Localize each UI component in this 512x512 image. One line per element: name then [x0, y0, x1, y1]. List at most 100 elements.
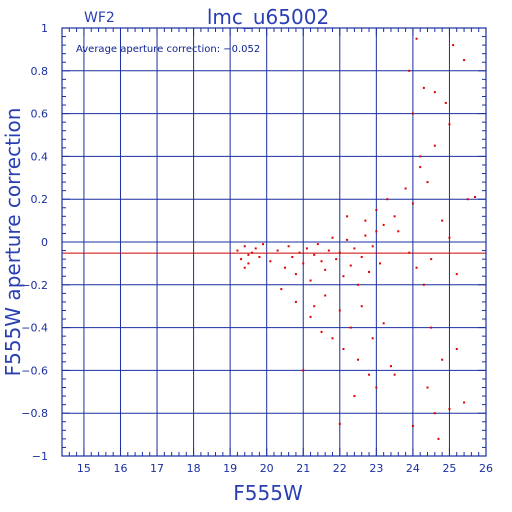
- y-tick-labels: −1 −0.8 −0.6 −0.4 −0.2 0 0.2 0.4 0.6 0.8 1: [21, 22, 48, 463]
- data-point: [375, 230, 378, 233]
- data-point: [360, 255, 363, 258]
- data-point: [444, 101, 447, 104]
- data-point: [327, 249, 330, 252]
- data-point: [364, 219, 367, 222]
- data-point: [243, 266, 246, 269]
- data-point: [357, 283, 360, 286]
- data-point: [247, 253, 250, 256]
- x-tick-labels: 15 16 17 18 19 20 21 22 23 24 25 26: [77, 462, 493, 475]
- data-point: [422, 86, 425, 89]
- data-point: [452, 44, 455, 47]
- data-point: [397, 230, 400, 233]
- data-point: [324, 294, 327, 297]
- data-point: [305, 247, 308, 250]
- data-point: [342, 275, 345, 278]
- data-point: [426, 386, 429, 389]
- data-point: [433, 91, 436, 94]
- data-point: [430, 258, 433, 261]
- data-point: [331, 236, 334, 239]
- data-point: [353, 247, 356, 250]
- data-point: [448, 236, 451, 239]
- x-tick-label: 22: [333, 462, 347, 475]
- x-tick-label: 16: [113, 462, 127, 475]
- data-point: [393, 215, 396, 218]
- data-point: [437, 437, 440, 440]
- data-point: [247, 262, 250, 265]
- data-point: [349, 264, 352, 267]
- data-point: [382, 223, 385, 226]
- data-point: [349, 326, 352, 329]
- chart-title: lmc_u65002: [207, 5, 329, 29]
- data-point: [269, 260, 272, 263]
- data-point: [411, 112, 414, 115]
- data-point: [320, 260, 323, 263]
- data-point: [357, 358, 360, 361]
- data-point: [368, 270, 371, 273]
- reference-lines: [62, 241, 486, 254]
- data-point: [404, 187, 407, 190]
- data-point: [430, 326, 433, 329]
- data-point: [371, 245, 374, 248]
- data-point: [474, 196, 477, 199]
- data-point: [331, 337, 334, 340]
- x-tick-label: 24: [406, 462, 420, 475]
- data-point: [441, 358, 444, 361]
- y-tick-label: −0.6: [21, 364, 48, 377]
- data-point: [280, 288, 283, 291]
- data-point: [346, 238, 349, 241]
- data-point: [287, 245, 290, 248]
- data-point: [335, 258, 338, 261]
- data-point: [338, 309, 341, 312]
- data-point: [455, 348, 458, 350]
- data-point: [389, 365, 392, 368]
- y-axis-label: F555W aperture correction: [1, 108, 25, 377]
- x-tick-label: 15: [77, 462, 91, 475]
- data-point: [283, 266, 286, 269]
- data-point: [316, 243, 319, 246]
- data-point: [302, 262, 305, 265]
- data-point: [448, 407, 451, 410]
- data-point: [411, 425, 414, 428]
- data-point: [243, 245, 246, 248]
- y-tick-label: 0.2: [31, 193, 49, 206]
- data-point: [411, 202, 414, 205]
- x-axis-label: F555W: [233, 481, 303, 505]
- data-point: [298, 251, 301, 254]
- data-point: [294, 300, 297, 303]
- data-point: [408, 69, 411, 72]
- data-point: [419, 155, 422, 158]
- data-point: [338, 422, 341, 425]
- data-point: [236, 249, 239, 252]
- data-point: [448, 123, 451, 126]
- plot-frame: [61, 27, 487, 457]
- data-point: [262, 243, 265, 246]
- data-point: [254, 247, 257, 250]
- y-tick-label: −1: [32, 450, 48, 463]
- y-tick-label: 0: [41, 236, 48, 249]
- data-point: [408, 251, 411, 254]
- y-tick-label: −0.8: [21, 407, 48, 420]
- x-tick-label: 26: [479, 462, 493, 475]
- data-point: [364, 234, 367, 237]
- data-point: [309, 279, 312, 282]
- x-tick-label: 21: [296, 462, 310, 475]
- annotation-average: Average aperture correction: −0.052: [76, 44, 260, 55]
- data-point: [441, 219, 444, 222]
- data-point: [346, 215, 349, 218]
- data-point: [353, 395, 356, 398]
- data-point: [375, 386, 378, 389]
- y-tick-label: 1: [41, 22, 48, 35]
- plot-border: [61, 27, 487, 457]
- data-point: [302, 369, 305, 372]
- data-point: [382, 322, 385, 325]
- y-tick-label: 0.4: [31, 150, 49, 163]
- data-point: [309, 315, 312, 318]
- chart-subtitle: WF2: [84, 10, 115, 26]
- data-points: [236, 37, 477, 440]
- x-tick-label: 23: [369, 462, 383, 475]
- x-tick-label: 25: [442, 462, 456, 475]
- data-point: [463, 401, 466, 404]
- data-point: [415, 266, 418, 269]
